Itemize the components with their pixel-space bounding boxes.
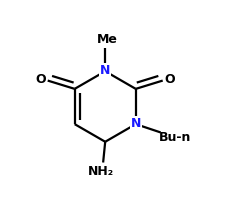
Text: Bu-n: Bu-n	[159, 131, 191, 144]
Text: N: N	[100, 64, 110, 77]
Text: N: N	[131, 117, 141, 130]
Text: NH₂: NH₂	[88, 165, 114, 178]
Text: Me: Me	[97, 33, 118, 46]
Text: O: O	[35, 73, 46, 86]
Text: O: O	[165, 73, 175, 86]
